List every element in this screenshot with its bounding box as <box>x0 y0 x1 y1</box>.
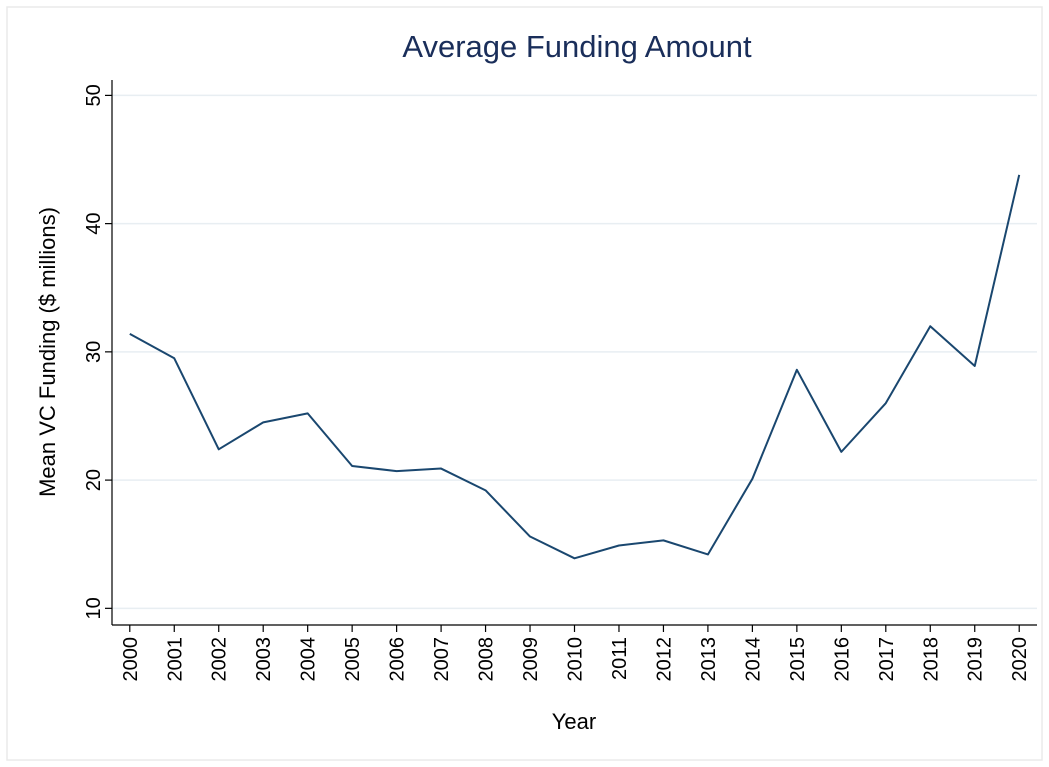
x-tick-label: 2002 <box>209 637 231 682</box>
x-tick-label: 2005 <box>342 637 364 682</box>
y-tick-label: 20 <box>83 469 105 491</box>
x-tick-label: 2013 <box>698 637 720 682</box>
y-tick-label: 30 <box>83 341 105 363</box>
y-tick-label: 50 <box>83 84 105 106</box>
x-tick-label: 2004 <box>298 637 320 682</box>
x-tick-label: 2001 <box>164 637 186 682</box>
x-axis-label: Year <box>552 709 596 734</box>
x-tick-label: 2014 <box>742 637 764 682</box>
x-tick-label: 2009 <box>520 637 542 682</box>
x-tick-label: 2007 <box>431 637 453 682</box>
chart-title: Average Funding Amount <box>402 29 752 64</box>
x-tick-label: 2019 <box>965 637 987 682</box>
x-tick-label: 2008 <box>476 637 498 682</box>
y-tick-label: 10 <box>83 597 105 619</box>
y-axis-label: Mean VC Funding ($ millions) <box>35 207 60 497</box>
x-tick-label: 2017 <box>876 637 898 682</box>
x-tick-label: 2015 <box>787 637 809 682</box>
x-tick-label: 2000 <box>120 637 142 682</box>
chart-frame <box>6 6 1043 761</box>
y-tick-label: 40 <box>83 212 105 234</box>
x-tick-label: 2016 <box>831 637 853 682</box>
x-tick-label: 2018 <box>920 637 942 682</box>
data-line <box>129 174 1021 560</box>
x-tick-label: 2011 <box>609 637 631 680</box>
x-tick-label: 2010 <box>565 637 587 682</box>
x-tick-label: 2006 <box>387 637 409 682</box>
x-tick-label: 2020 <box>1009 637 1031 682</box>
x-tick-label: 2003 <box>253 637 275 682</box>
x-tick-label: 2012 <box>653 637 675 682</box>
